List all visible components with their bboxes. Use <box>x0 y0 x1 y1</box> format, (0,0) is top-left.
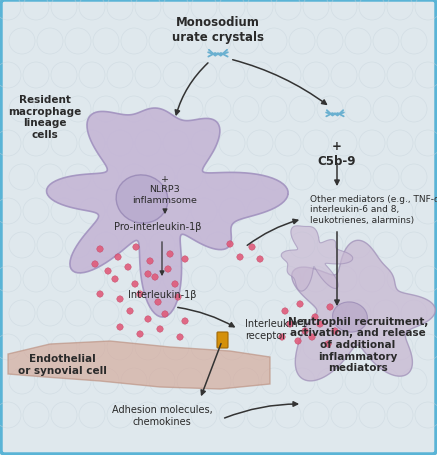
Circle shape <box>133 244 139 251</box>
Circle shape <box>287 321 293 328</box>
Circle shape <box>97 291 103 298</box>
Text: Endothelial
or synovial cell: Endothelial or synovial cell <box>17 354 107 375</box>
Circle shape <box>182 256 188 263</box>
Text: Neutrophil recruitment,
activation, and release
of additional
inflammatory
media: Neutrophil recruitment, activation, and … <box>288 316 428 372</box>
FancyBboxPatch shape <box>217 332 228 348</box>
Circle shape <box>145 271 151 278</box>
Ellipse shape <box>333 302 368 332</box>
Circle shape <box>165 266 171 273</box>
Polygon shape <box>292 241 435 381</box>
Polygon shape <box>281 226 353 292</box>
Text: +
NLRP3
inflammsome: + NLRP3 inflammsome <box>132 175 198 204</box>
Circle shape <box>295 338 301 344</box>
Polygon shape <box>8 341 270 389</box>
Circle shape <box>132 281 138 288</box>
Text: +
C5b-9: + C5b-9 <box>318 140 356 167</box>
Circle shape <box>127 308 133 314</box>
Circle shape <box>327 304 333 310</box>
Circle shape <box>282 308 288 314</box>
Circle shape <box>309 334 315 340</box>
Text: Adhesion molecules,
chemokines: Adhesion molecules, chemokines <box>111 404 212 426</box>
Circle shape <box>175 294 181 301</box>
Circle shape <box>177 334 183 340</box>
Text: Interleukin-1
receptor: Interleukin-1 receptor <box>245 318 307 340</box>
Circle shape <box>112 276 118 283</box>
Circle shape <box>145 316 151 323</box>
Circle shape <box>227 241 233 248</box>
Circle shape <box>317 321 323 328</box>
Circle shape <box>117 324 123 330</box>
Text: Pro-interleukin-1β: Pro-interleukin-1β <box>114 222 202 232</box>
Circle shape <box>115 254 121 261</box>
Circle shape <box>172 281 178 288</box>
Text: Resident
macrophage
lineage
cells: Resident macrophage lineage cells <box>8 95 82 140</box>
Ellipse shape <box>116 176 168 224</box>
Circle shape <box>182 318 188 324</box>
Circle shape <box>257 256 263 263</box>
Circle shape <box>137 291 143 298</box>
Circle shape <box>92 261 98 268</box>
Circle shape <box>137 331 143 338</box>
Circle shape <box>105 268 111 275</box>
Circle shape <box>157 326 163 333</box>
Polygon shape <box>46 109 288 318</box>
Circle shape <box>147 258 153 265</box>
Circle shape <box>162 311 168 318</box>
Circle shape <box>97 246 103 253</box>
Text: Interleukin-1β: Interleukin-1β <box>128 289 196 299</box>
Circle shape <box>302 328 308 334</box>
Circle shape <box>279 334 285 340</box>
Circle shape <box>152 274 158 281</box>
Circle shape <box>155 299 161 305</box>
Circle shape <box>167 251 173 258</box>
Circle shape <box>332 328 338 334</box>
Text: Monosodium
urate crystals: Monosodium urate crystals <box>172 16 264 44</box>
Text: Other mediators (e.g., TNF-α,
interleukin-6 and 8,
leukotrienes, alarmins): Other mediators (e.g., TNF-α, interleuki… <box>310 195 437 224</box>
Circle shape <box>312 314 318 320</box>
Circle shape <box>237 254 243 261</box>
Circle shape <box>249 244 255 251</box>
Circle shape <box>325 341 331 348</box>
Circle shape <box>125 264 131 271</box>
Circle shape <box>297 301 303 308</box>
Circle shape <box>117 296 123 303</box>
